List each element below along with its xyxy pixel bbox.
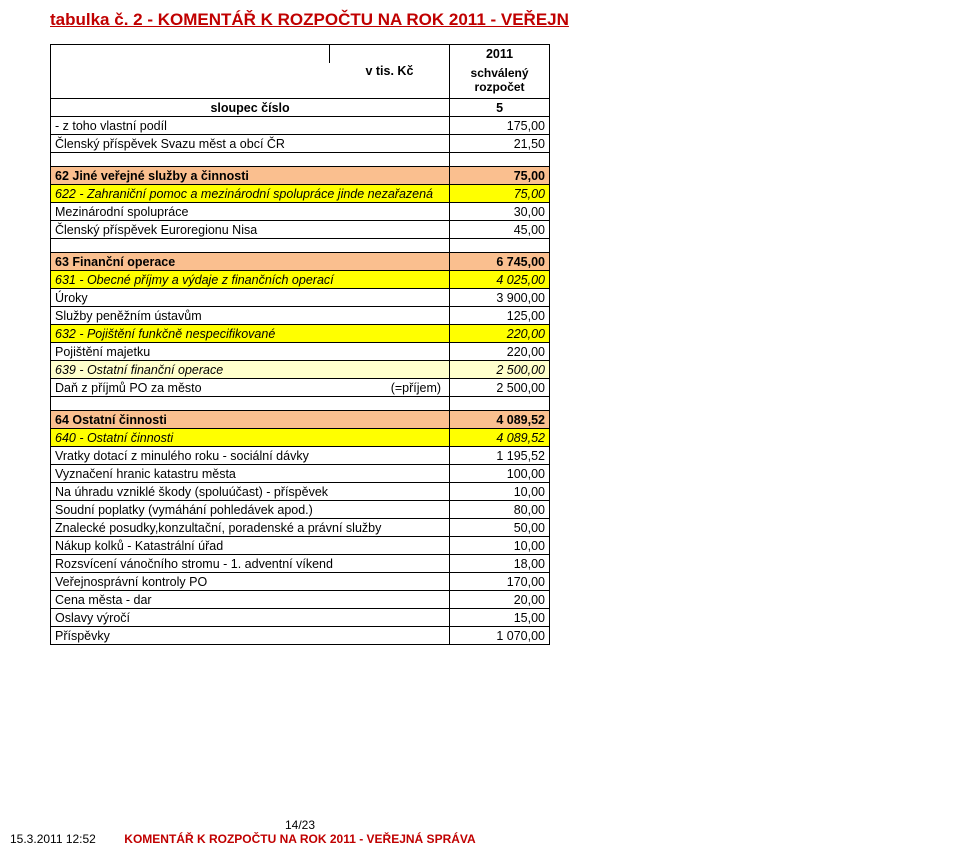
row-val: 170,00	[450, 573, 550, 591]
sub-640-val: 4 089,52	[450, 429, 550, 447]
row-val: 18,00	[450, 555, 550, 573]
page-root: tabulka č. 2 - KOMENTÁŘ K ROZPOČTU NA RO…	[0, 0, 960, 645]
group-62: 62 Jiné veřejné služby a činnosti	[51, 167, 450, 185]
sub-639-val: 2 500,00	[450, 361, 550, 379]
row-val: 10,00	[450, 537, 550, 555]
group-63-val: 6 745,00	[450, 253, 550, 271]
footer-title: KOMENTÁŘ K ROZPOČTU NA ROK 2011 - VEŘEJN…	[50, 832, 550, 846]
row-label: Nákup kolků - Katastrální úřad	[51, 537, 450, 555]
row-extra: (=příjem)	[330, 379, 450, 397]
row-val: 50,00	[450, 519, 550, 537]
row-val: 21,50	[450, 135, 550, 153]
year-cell: 2011	[450, 45, 550, 63]
row-label: Znalecké posudky,konzultační, poradenské…	[51, 519, 450, 537]
row-val: 3 900,00	[450, 289, 550, 307]
row-label: Cena města - dar	[51, 591, 450, 609]
sub-640: 640 - Ostatní činnosti	[51, 429, 450, 447]
sub-631: 631 - Obecné příjmy a výdaje z finančníc…	[51, 271, 450, 289]
left-top: v tis. Kč	[330, 63, 450, 81]
row-val: 2 500,00	[450, 379, 550, 397]
row-label: Vratky dotací z minulého roku - sociální…	[51, 447, 450, 465]
row-label: Rozsvícení vánočního stromu - 1. adventn…	[51, 555, 450, 573]
sub-632-val: 220,00	[450, 325, 550, 343]
row-val: 125,00	[450, 307, 550, 325]
row-val: 45,00	[450, 221, 550, 239]
row-label: Služby peněžním ústavům	[51, 307, 450, 325]
row-label: - z toho vlastní podíl	[51, 117, 450, 135]
row-val: 100,00	[450, 465, 550, 483]
row-label: Vyznačení hranic katastru města	[51, 465, 450, 483]
footer-timestamp: 15.3.2011 12:52	[10, 832, 96, 846]
budget-table: 2011 v tis. Kč schválený rozpočet sloupe…	[50, 44, 550, 645]
footer-page-number: 14/23	[50, 818, 550, 832]
col-num: 5	[450, 99, 550, 117]
row-label: Daň z příjmů PO za město	[51, 379, 330, 397]
row-label: Mezinárodní spolupráce	[51, 203, 450, 221]
sub-622-val: 75,00	[450, 185, 550, 203]
sub-631-val: 4 025,00	[450, 271, 550, 289]
row-label: Oslavy výročí	[51, 609, 450, 627]
row-label: Soudní poplatky (vymáhání pohledávek apo…	[51, 501, 450, 519]
row-val: 10,00	[450, 483, 550, 501]
row-label: Členský příspěvek Svazu měst a obcí ČR	[51, 135, 450, 153]
group-63: 63 Finanční operace	[51, 253, 450, 271]
row-label: Úroky	[51, 289, 450, 307]
group-64-val: 4 089,52	[450, 411, 550, 429]
row-val: 220,00	[450, 343, 550, 361]
row-label: Na úhradu vzniklé škody (spoluúčast) - p…	[51, 483, 450, 501]
row-label: Veřejnosprávní kontroly PO	[51, 573, 450, 591]
row-val: 80,00	[450, 501, 550, 519]
row-label: Členský příspěvek Euroregionu Nisa	[51, 221, 450, 239]
row-label: Pojištění majetku	[51, 343, 450, 361]
approved-budget-label: schválený rozpočet	[450, 63, 550, 99]
row-val: 15,00	[450, 609, 550, 627]
group-64: 64 Ostatní činnosti	[51, 411, 450, 429]
row-val: 20,00	[450, 591, 550, 609]
sub-639: 639 - Ostatní finanční operace	[51, 361, 450, 379]
sub-632: 632 - Pojištění funkčně nespecifikované	[51, 325, 450, 343]
sub-622: 622 - Zahraniční pomoc a mezinárodní spo…	[51, 185, 450, 203]
row-val: 1 070,00	[450, 627, 550, 645]
doc-title: tabulka č. 2 - KOMENTÁŘ K ROZPOČTU NA RO…	[50, 10, 960, 30]
row-label: Příspěvky	[51, 627, 450, 645]
group-62-val: 75,00	[450, 167, 550, 185]
row-val: 1 195,52	[450, 447, 550, 465]
row-val: 175,00	[450, 117, 550, 135]
page-footer: 15.3.2011 12:52 14/23 KOMENTÁŘ K ROZPOČT…	[50, 818, 550, 846]
row-val: 30,00	[450, 203, 550, 221]
col-label: sloupec číslo	[51, 99, 450, 117]
